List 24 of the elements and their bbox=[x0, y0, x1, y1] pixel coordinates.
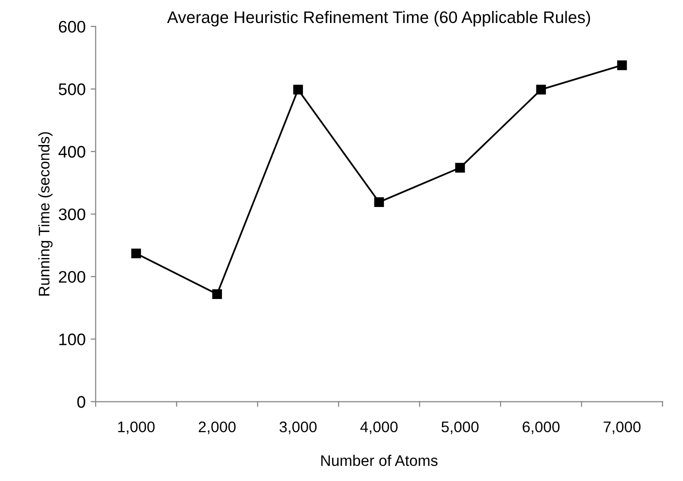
point bbox=[212, 289, 222, 299]
chart-title: Average Heuristic Refinement Time (60 Applicable Rules) bbox=[167, 10, 590, 26]
y-axis-title: Running Time (seconds) bbox=[38, 132, 53, 296]
y-tick-label: 500 bbox=[58, 83, 86, 96]
x-axis-title: Number of Atoms bbox=[321, 454, 438, 466]
x-tick-label: 7,000 bbox=[604, 421, 641, 434]
y-tick-label: 400 bbox=[58, 146, 86, 158]
x-tick-label: 5,000 bbox=[442, 421, 479, 434]
x-tick-label: 2,000 bbox=[198, 421, 236, 434]
point bbox=[374, 197, 384, 208]
point bbox=[536, 84, 546, 94]
x-tick-label: 6,000 bbox=[522, 421, 560, 434]
x-tick-label: 4,000 bbox=[360, 421, 398, 434]
point bbox=[293, 84, 303, 94]
point bbox=[131, 248, 141, 258]
y-tick-label: 300 bbox=[58, 208, 86, 220]
y-tick-label: 200 bbox=[58, 270, 86, 283]
point bbox=[455, 162, 465, 173]
y-tick-label: 100 bbox=[59, 334, 86, 346]
y-tick-label: 600 bbox=[58, 20, 86, 33]
x-tick-label: 1,000 bbox=[118, 421, 155, 434]
y-tick-label: 0 bbox=[77, 396, 86, 408]
x-tick-label: 3,000 bbox=[280, 421, 317, 434]
point bbox=[617, 60, 627, 70]
